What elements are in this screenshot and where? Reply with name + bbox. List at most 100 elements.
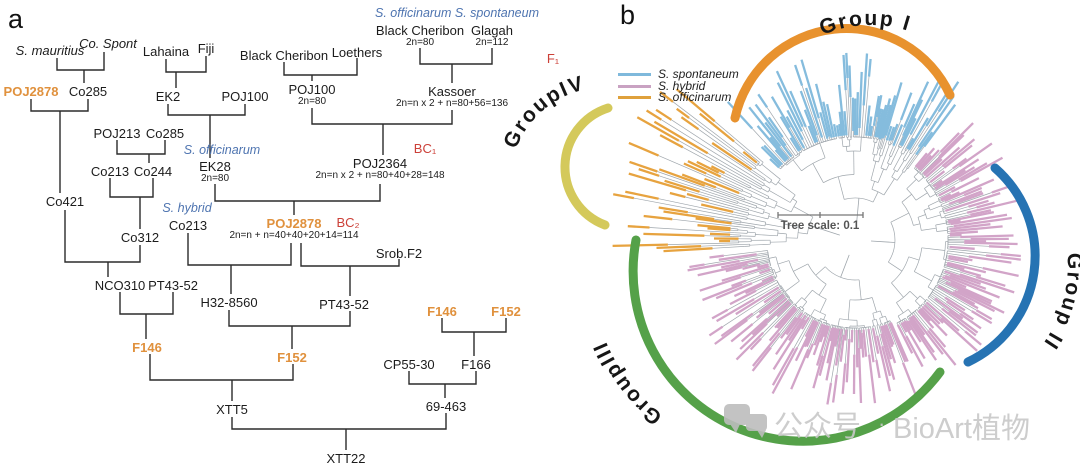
- pedigree-node: S. mauritius: [16, 44, 85, 57]
- group-arc-group-2: [963, 163, 1040, 367]
- watermark: 公众号 · BioArt植物: [724, 404, 1030, 445]
- pedigree-node-formula: 2n=80: [297, 96, 327, 107]
- chat-bubbles-icon: [724, 404, 767, 438]
- pedigree-node-label: XTT5: [216, 402, 248, 417]
- pedigree-node: H32-8560: [200, 296, 257, 309]
- pedigree-node: Co285: [69, 85, 107, 98]
- pedigree-node: EK2: [156, 90, 181, 103]
- pedigree-node-label: F146: [427, 304, 457, 319]
- pedigree-node-label: BC₂: [336, 215, 360, 230]
- pedigree-node-label: H32-8560: [200, 295, 258, 310]
- pedigree-node: Kassoer 2n=n x 2 + n=80+56=136: [396, 85, 508, 109]
- pedigree-cross: [300, 243, 400, 296]
- pedigree-cross: [149, 354, 294, 401]
- pedigree-node-label: EK2: [155, 89, 181, 104]
- pedigree-node: Co213: [91, 165, 129, 178]
- pedigree-node-label: POJ2878: [266, 216, 322, 231]
- pedigree-node-label: BC₁: [413, 141, 437, 156]
- pedigree-node: POJ2878: [4, 85, 59, 98]
- pedigree-node-label: 69-463: [425, 399, 467, 414]
- pedigree-node-label: NCO310: [94, 278, 146, 293]
- tree-cluster-3: [687, 250, 918, 405]
- pedigree-node: NCO310: [95, 279, 146, 292]
- pedigree-node-label: Co213: [168, 218, 208, 233]
- legend: S. spontaneum S. hybrid S. officinarum: [618, 68, 739, 105]
- pedigree-node-label: Kassoer: [428, 84, 476, 99]
- pedigree-cross: [56, 52, 105, 83]
- legend-label: S. officinarum: [658, 90, 732, 105]
- pedigree-cross: [231, 413, 447, 450]
- pedigree-node-label: F152: [277, 350, 307, 365]
- pedigree-node-label: F152: [491, 304, 521, 319]
- pedigree-node-label: EK28: [199, 159, 231, 174]
- pedigree-node: Lahaina: [143, 45, 189, 58]
- pedigree-node-label: Co244: [133, 164, 173, 179]
- pedigree-node: Black Cheribon 2n=80: [376, 24, 464, 48]
- pedigree-node: Co. Spont: [79, 37, 137, 50]
- pedigree-node-formula: 2n=80: [405, 37, 435, 48]
- pedigree-node: EK28 2n=80: [199, 160, 231, 184]
- watermark-text: 公众号: [774, 411, 861, 443]
- panel-a-label: a: [8, 4, 24, 34]
- pedigree-node: POJ100: [222, 90, 269, 103]
- pedigree-node: Fiji: [198, 42, 215, 55]
- pedigree-node-label: POJ2878: [3, 84, 59, 99]
- pedigree-node: BC₁: [414, 142, 436, 155]
- pedigree-cross: [64, 210, 141, 277]
- pedigree-node: BC₂: [336, 216, 359, 229]
- pedigree-node-label: POJ213: [93, 126, 141, 141]
- pedigree-node-label: Loethers: [331, 45, 383, 60]
- pedigree-node: Srob.F2: [376, 247, 422, 260]
- watermark-brand: BioArt植物: [893, 412, 1030, 445]
- pedigree-node-label: PT43-52: [148, 278, 198, 293]
- pedigree-node: Co285: [146, 127, 184, 140]
- pedigree-node: F146: [132, 341, 162, 354]
- pedigree-node-label: Lahaina: [142, 44, 190, 59]
- pedigree-node: Black Cheribon: [240, 49, 328, 62]
- pedigree-node-label: Srob.F2: [375, 246, 423, 261]
- pedigree-cross: [167, 104, 246, 158]
- legend-swatch: [618, 84, 651, 88]
- pedigree-node: POJ213: [94, 127, 141, 140]
- pedigree-node: Co312: [121, 231, 159, 244]
- tree-cluster-0: [612, 88, 840, 253]
- pedigree-node-label: CP55-30: [383, 357, 435, 372]
- pedigree-node: Co213: [169, 219, 207, 232]
- pedigree-cross: [109, 178, 154, 229]
- pedigree-node: Glagah 2n=112: [471, 24, 513, 48]
- pedigree-node: POJ2364 2n=n x 2 + n=80+40+28=148: [315, 157, 444, 181]
- pedigree-node: F₁: [547, 52, 559, 65]
- legend-item: S. spontaneum: [618, 68, 739, 81]
- pedigree-node: Co244: [134, 165, 172, 178]
- panel-b-label: b: [620, 0, 636, 30]
- pedigree-node-label: Co285: [68, 84, 108, 99]
- pedigree-node-label: Co285: [145, 126, 185, 141]
- tree-cluster-2: [870, 122, 1021, 368]
- pedigree-node-label: XTT22: [326, 451, 366, 466]
- pedigree-cross: [187, 233, 292, 294]
- pedigree-node: PT43-52: [148, 279, 198, 292]
- tree-scale: Tree scale: 0.1: [777, 212, 864, 232]
- pedigree-node-label: Glagah: [471, 23, 513, 38]
- pedigree-node-formula: 2n=n x 2 + n=80+40+28=148: [315, 170, 445, 181]
- pedigree-cross: [119, 292, 174, 339]
- pedigree-node-label: Co421: [45, 194, 85, 209]
- pedigree-node: F152: [491, 305, 521, 318]
- tree-scale-bar: [777, 212, 864, 218]
- pedigree-node: F166: [461, 358, 491, 371]
- pedigree-node: F146: [427, 305, 457, 318]
- pedigree-node-formula: 2n=112: [475, 37, 509, 48]
- legend-swatch: [618, 73, 651, 77]
- pedigree-node-label: F₁: [546, 51, 560, 66]
- pedigree-node: POJ100 2n=80: [289, 83, 336, 107]
- pedigree-node-formula: 2n=n + n=40+40+20+14=114: [229, 230, 359, 241]
- pedigree-node-formula: 2n=80: [200, 173, 230, 184]
- pedigree-node: XTT22: [326, 452, 365, 465]
- pedigree-node-label: Black Cheribon: [375, 23, 465, 38]
- pedigree-node-label: POJ2364: [352, 156, 408, 171]
- pedigree-cross: [228, 310, 351, 349]
- pedigree-node-label: Co. Spont: [79, 36, 137, 51]
- pedigree-node-label: S. officinarum S. spontaneum: [375, 6, 539, 20]
